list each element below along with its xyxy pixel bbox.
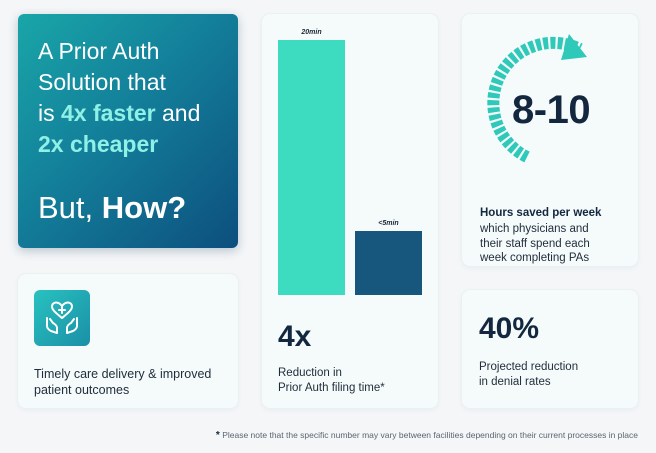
hero-line-3-post: and: [155, 100, 201, 126]
footnote-text: Please note that the specific number may…: [222, 430, 638, 440]
hours-saved-title: Hours saved per week: [480, 207, 602, 219]
reduction-line-1: Reduction in: [278, 367, 342, 379]
hands-heart-icon: [34, 290, 90, 346]
hero-line-2: Solution that: [38, 69, 166, 95]
hours-saved-card: 8-10 Hours saved per week which physicia…: [462, 14, 638, 266]
hero-cheaper-highlight: 2x cheaper: [38, 131, 159, 157]
timely-care-text: Timely care delivery & improved patient …: [34, 366, 222, 398]
hours-line-3: week completing PAs: [480, 252, 590, 264]
hero-faster-highlight: 4x faster: [61, 100, 156, 126]
reduction-line-2: Prior Auth filing time*: [278, 382, 385, 394]
footnote-asterisk: *: [215, 430, 220, 441]
reduction-stat: 4x: [278, 320, 312, 353]
hero-how-question: But, How?: [38, 190, 222, 226]
bar-2-label: <5min: [378, 220, 399, 228]
denial-line-1: Projected reduction: [479, 361, 579, 373]
hours-saved-number: 8-10: [512, 88, 591, 132]
hero-card: A Prior Auth Solution that is 4x faster …: [18, 14, 238, 248]
hero-line-3-pre: is: [38, 100, 61, 126]
hero-line-1: A Prior Auth: [38, 38, 160, 64]
timely-care-card: Timely care delivery & improved patient …: [18, 274, 238, 408]
hours-line-2: their staff spend each: [480, 237, 590, 250]
reduction-description: Reduction in Prior Auth filing time*: [278, 366, 385, 396]
footnote: * Please note that the specific number m…: [216, 430, 638, 441]
denial-rate-number: 40%: [479, 312, 540, 345]
denial-rate-card: 40% Projected reduction in denial rates: [462, 290, 638, 408]
bar-1-label: 20min: [301, 29, 322, 36]
bar-2: [355, 231, 422, 295]
circular-arrow-icon: [487, 34, 587, 163]
denial-line-2: in denial rates: [479, 376, 551, 388]
timely-care-line-1: Timely care delivery & improved: [34, 367, 212, 381]
filing-time-chart-card: 20min <5min 4x Reduction in Prior Auth fi…: [262, 14, 438, 408]
hours-saved-description: which physicians and their staff spend e…: [480, 222, 630, 266]
hero-how-bold: How?: [101, 190, 187, 225]
bar-1: [278, 40, 345, 295]
timely-care-line-2: patient outcomes: [34, 383, 130, 397]
hero-line-3: is 4x faster and: [38, 98, 222, 129]
denial-rate-description: Projected reduction in denial rates: [479, 360, 578, 390]
hours-line-1: which physicians and: [480, 223, 589, 235]
hero-how-pre: But,: [38, 190, 102, 225]
